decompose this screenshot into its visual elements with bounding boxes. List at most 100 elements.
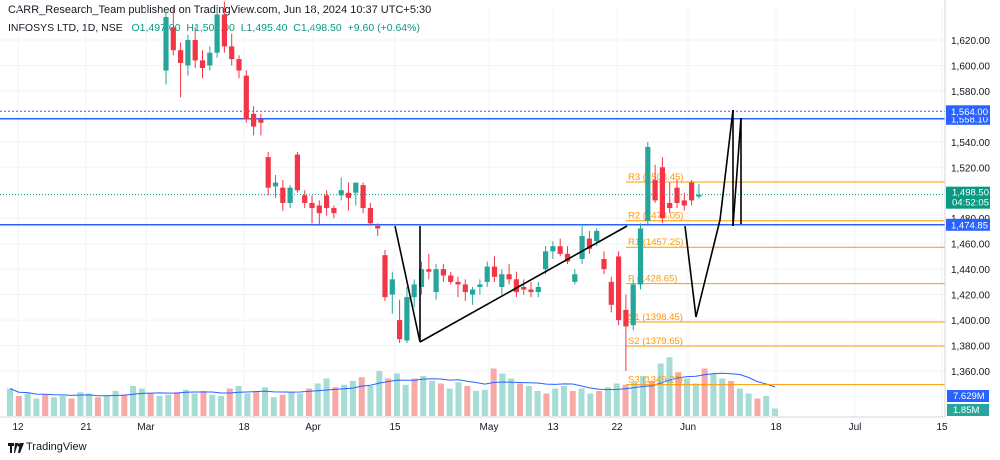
volume-bar xyxy=(165,394,172,416)
candle-body xyxy=(550,246,556,252)
candle-body xyxy=(674,187,680,203)
pivot-label: S3 (1349.25) xyxy=(628,375,683,386)
volume-bar xyxy=(481,389,488,416)
price-tick-label: 1,600.00 xyxy=(951,61,990,72)
candle-body xyxy=(338,190,344,196)
candle-body xyxy=(411,284,417,298)
volume-bar xyxy=(517,383,523,416)
volume-bar xyxy=(631,382,638,416)
volume-bar xyxy=(490,368,497,416)
volume-bar xyxy=(68,398,75,416)
candle-body xyxy=(287,187,293,203)
time-tick-label: 15 xyxy=(389,422,401,433)
volume-bar xyxy=(24,393,31,416)
time-tick-label: 18 xyxy=(238,422,250,433)
footer-brand: TradingView xyxy=(8,441,87,453)
candle-body xyxy=(484,266,490,282)
volume-bar xyxy=(244,393,251,416)
volume-bar xyxy=(429,381,436,416)
volume-bar xyxy=(745,393,752,416)
volume-bar xyxy=(657,363,664,416)
volume-bar xyxy=(7,388,13,416)
volume-bar xyxy=(648,381,655,416)
candle-body xyxy=(455,281,461,285)
candle-body xyxy=(630,284,636,326)
candle-body xyxy=(601,258,607,270)
time-tick-label: Mar xyxy=(137,422,155,433)
candle-body xyxy=(564,253,571,262)
pivot-label: S1 (1398.45) xyxy=(628,312,683,323)
volume-bar xyxy=(349,381,356,416)
candle-body xyxy=(309,202,315,209)
volume-bar xyxy=(288,392,295,416)
candle-body xyxy=(345,192,352,198)
horizontal-lines xyxy=(0,110,945,226)
brand-name: TradingView xyxy=(26,441,87,453)
price-tick-label: 1,400.00 xyxy=(951,316,990,327)
volume-last-value: 1.85M xyxy=(953,405,979,416)
price-axis: 1,620.00 1,600.00 1,580.00 1,540.00 1,520.00… xyxy=(0,0,990,418)
volume-bar xyxy=(77,392,84,416)
volume-bar xyxy=(385,378,392,416)
volume-bar xyxy=(446,388,453,416)
chart-grid xyxy=(0,6,945,417)
level-badge xyxy=(946,218,990,231)
candle-body xyxy=(229,46,235,60)
volume-bar xyxy=(666,357,673,416)
price-tick-label: 1,380.00 xyxy=(951,342,990,353)
candle-body xyxy=(265,157,271,188)
candle-body xyxy=(470,289,476,295)
volume-bar xyxy=(367,386,374,416)
last-price-value: 1,498.50 xyxy=(952,188,989,199)
volume-bar xyxy=(552,388,559,416)
volume-bar xyxy=(191,393,198,416)
candle-body xyxy=(382,255,388,298)
candle-body xyxy=(426,269,432,272)
volume-bar xyxy=(569,391,576,416)
candle-body xyxy=(214,14,220,53)
pivot-label: R3 (1508.45) xyxy=(628,172,683,183)
volume-bar xyxy=(305,388,312,416)
candle-body xyxy=(448,275,454,282)
price-tick-label: 1,620.00 xyxy=(951,36,990,47)
volume-bar xyxy=(270,397,277,416)
trendline xyxy=(695,219,721,318)
volume-bar xyxy=(279,394,286,416)
candle-body xyxy=(513,279,519,293)
volume-bar xyxy=(253,391,260,416)
last-price-badge xyxy=(946,186,990,209)
trendline xyxy=(419,225,628,343)
countdown-timer: 04:52:05 xyxy=(952,198,989,209)
time-tick-label: Jul xyxy=(849,422,862,433)
tradingview-logo-icon xyxy=(8,442,24,453)
candle-body xyxy=(258,118,264,123)
volume-bar xyxy=(15,396,22,416)
volume-pane xyxy=(7,357,778,416)
candle-body xyxy=(616,256,622,321)
volume-bar xyxy=(174,392,181,416)
candle-body xyxy=(170,27,176,51)
volume-bar xyxy=(121,394,128,416)
volume-bar xyxy=(692,383,699,416)
volume-ma-badge xyxy=(947,390,989,402)
candle-body xyxy=(178,50,184,63)
volume-bar xyxy=(675,372,682,416)
candle-body xyxy=(586,238,592,249)
candle-body xyxy=(521,286,527,290)
volume-bar xyxy=(226,388,233,416)
candle-body xyxy=(185,40,191,66)
volume-bar xyxy=(473,391,480,416)
volume-bar xyxy=(525,386,532,416)
trendline xyxy=(394,225,421,343)
candle-body xyxy=(506,274,512,280)
candle-body xyxy=(353,182,359,193)
candle-body xyxy=(623,309,629,327)
candlestick-series xyxy=(163,1,702,371)
candle-body xyxy=(331,208,337,214)
candle-body xyxy=(272,182,279,187)
volume-bar xyxy=(314,383,321,416)
volume-bar xyxy=(209,394,216,416)
volume-bar xyxy=(640,376,647,416)
candle-body xyxy=(572,274,578,282)
